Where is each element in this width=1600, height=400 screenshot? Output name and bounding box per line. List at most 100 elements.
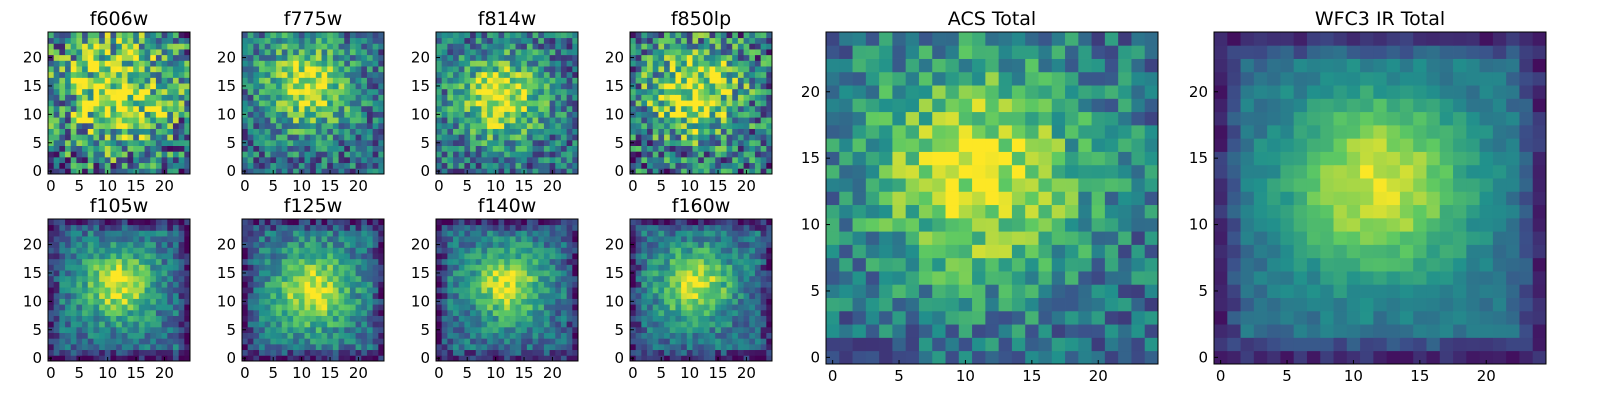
heatmap-cell [53,326,60,333]
heatmap-cell [647,134,654,141]
heatmap-cell [70,32,77,39]
heatmap-cell [441,264,448,271]
heatmap-cell [127,315,134,322]
heatmap-cell [172,43,180,50]
heatmap-cell [521,338,528,345]
heatmap-cell [498,111,505,118]
heatmap-cell [737,338,744,345]
heatmap-cell [99,37,106,44]
heatmap-cell [647,343,654,351]
heatmap-cell [526,168,533,175]
heatmap-cell [321,151,328,158]
heatmap-cell [178,122,185,129]
heatmap-cell [133,236,140,243]
heatmap-cell [293,134,300,141]
heatmap-cell [161,298,168,305]
heatmap-cell [453,230,460,237]
heatmap-cell [635,83,642,90]
heatmap-cell [372,37,379,44]
heatmap-cell [116,117,123,124]
heatmap-cell [116,111,123,118]
heatmap-cell [133,139,140,146]
heatmap-cell [709,309,716,316]
heatmap-cell [349,105,356,112]
heatmap-cell [378,292,385,299]
heatmap-cell [321,258,328,265]
heatmap-cell [458,151,465,158]
heatmap-cell [453,145,460,152]
heatmap-cell [538,287,545,294]
heatmap-cell [127,32,134,39]
heatmap-cell [59,247,66,254]
heatmap-cell [447,49,454,56]
heatmap-cell [754,287,762,294]
heatmap-cell [144,32,151,39]
heatmap-cell [737,315,744,322]
heatmap-cell [492,71,499,78]
heatmap-cell [127,111,134,118]
heatmap-cell [259,275,266,282]
heatmap-cell [509,71,516,78]
heatmap-cell [703,94,710,101]
heatmap-cell [349,349,356,356]
heatmap-cell [247,292,254,299]
heatmap-cell [464,156,471,164]
heatmap-cell [366,77,374,84]
heatmap-cell [447,37,454,44]
heatmap-cell [349,54,356,61]
heatmap-cell [470,230,477,237]
heatmap-cell [475,332,482,339]
heatmap-cell [378,151,385,158]
heatmap-cell [315,270,322,277]
heatmap-cell [338,275,345,282]
heatmap-cell [532,287,539,294]
heatmap-cell [304,37,311,44]
heatmap-cell [281,117,288,124]
heatmap-cell [538,321,545,328]
heatmap-cell [298,145,305,152]
heatmap-cell [321,134,328,141]
heatmap-cell [332,287,339,294]
heatmap-cell [698,145,705,152]
heatmap-cell [82,355,89,362]
heatmap-cell [172,253,180,260]
heatmap-cell [686,88,693,95]
heatmap-cell [372,134,379,141]
heatmap-cell [532,224,539,231]
heatmap-cell [287,134,294,141]
heatmap-cell [259,32,266,39]
heatmap-cell [87,111,94,118]
heatmap-cell [675,54,682,61]
heatmap-cell [293,332,300,339]
heatmap-cell [760,77,767,84]
y-tick-label: 10 [23,292,42,310]
heatmap-cell [355,94,362,101]
heatmap-cell [470,270,477,277]
heatmap-cell [327,338,334,345]
heatmap-cell [349,326,356,333]
heatmap-cell [760,94,767,101]
heatmap-cell [366,230,374,237]
heatmap-cell [315,315,322,322]
heatmap-cell [681,326,688,333]
heatmap-cell [184,338,191,345]
heatmap-cell [270,309,277,316]
heatmap-cell [766,134,773,141]
heatmap-cell [65,304,72,311]
heatmap-cell [48,49,55,56]
heatmap-cell [647,151,654,158]
heatmap-cell [492,264,499,271]
heatmap-cell [743,54,750,61]
heatmap-cell [104,304,111,311]
heatmap-cell [664,117,671,124]
x-tick-label: 15 [708,177,727,195]
heatmap-cell [532,32,539,39]
heatmap-cell [487,292,494,299]
heatmap-cell [675,287,682,294]
heatmap-cell [732,100,739,107]
heatmap-cell [304,168,311,175]
heatmap-cell [338,247,345,254]
heatmap-cell [464,49,471,56]
heatmap-cell [475,37,482,44]
heatmap-cell [332,247,339,254]
